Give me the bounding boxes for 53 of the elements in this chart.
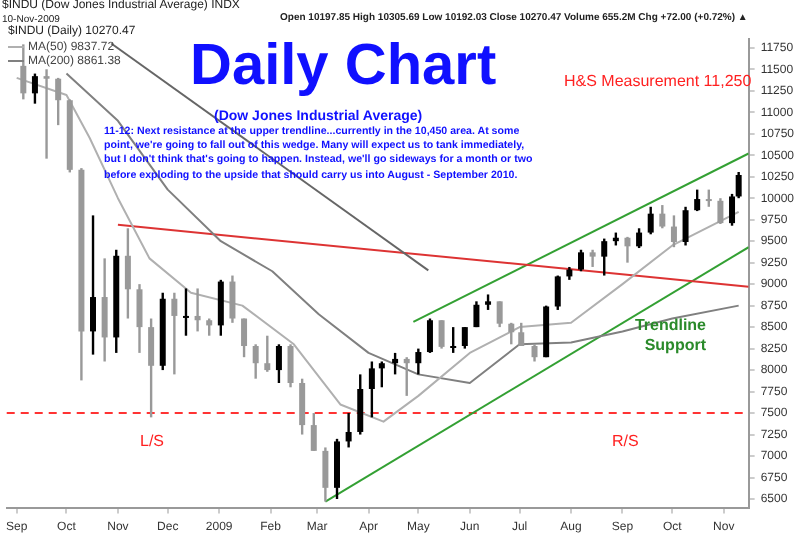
candlestick [55,76,62,127]
candlestick [217,278,224,337]
candlestick [229,274,236,325]
candlestick [496,300,503,329]
candlestick [636,227,643,250]
annotation: L/S [140,432,165,450]
candlestick [171,291,178,376]
candlestick [403,356,410,398]
candlestick [426,317,433,355]
candlestick [299,377,306,436]
candlestick [450,325,457,355]
candlestick [554,274,561,312]
candlestick [287,343,294,389]
candlestick [578,248,584,273]
candlestick [252,343,259,380]
candlestick [647,205,654,236]
candlestick [136,282,143,355]
candlestick [334,437,341,501]
candlestick [392,351,399,376]
candlestick [461,325,468,350]
candlestick [241,317,248,359]
candlestick [378,360,385,389]
chart-title: Daily Chart [190,34,497,100]
candlestick [682,205,689,247]
candlestick [124,227,131,320]
candlestick [194,287,201,333]
candlestick [20,43,27,101]
annotation: R/S [612,432,639,450]
candlestick [101,257,108,363]
candlestick [345,411,352,449]
candlestick [310,411,317,453]
candlestick [148,317,155,419]
candlestick [624,235,631,264]
candlestick [473,300,480,329]
candlestick [717,197,724,226]
candlestick [322,446,329,503]
annotation: Trendline Support [632,316,706,356]
candlestick [670,214,677,249]
candlestick [368,360,375,419]
candlestick [43,68,50,160]
candlestick [438,319,445,350]
candlestick [601,237,608,277]
candlestick [182,287,189,337]
annotation: H&S Measurement 11,250 [564,72,752,90]
candlestick [31,72,38,105]
candlestick [275,343,282,385]
candlestick [357,373,364,436]
candlestick [264,334,271,374]
candlestick [90,214,97,356]
candlestick [415,347,422,376]
candlestick [659,203,666,230]
candlestick [508,321,515,346]
candlestick [694,188,701,213]
